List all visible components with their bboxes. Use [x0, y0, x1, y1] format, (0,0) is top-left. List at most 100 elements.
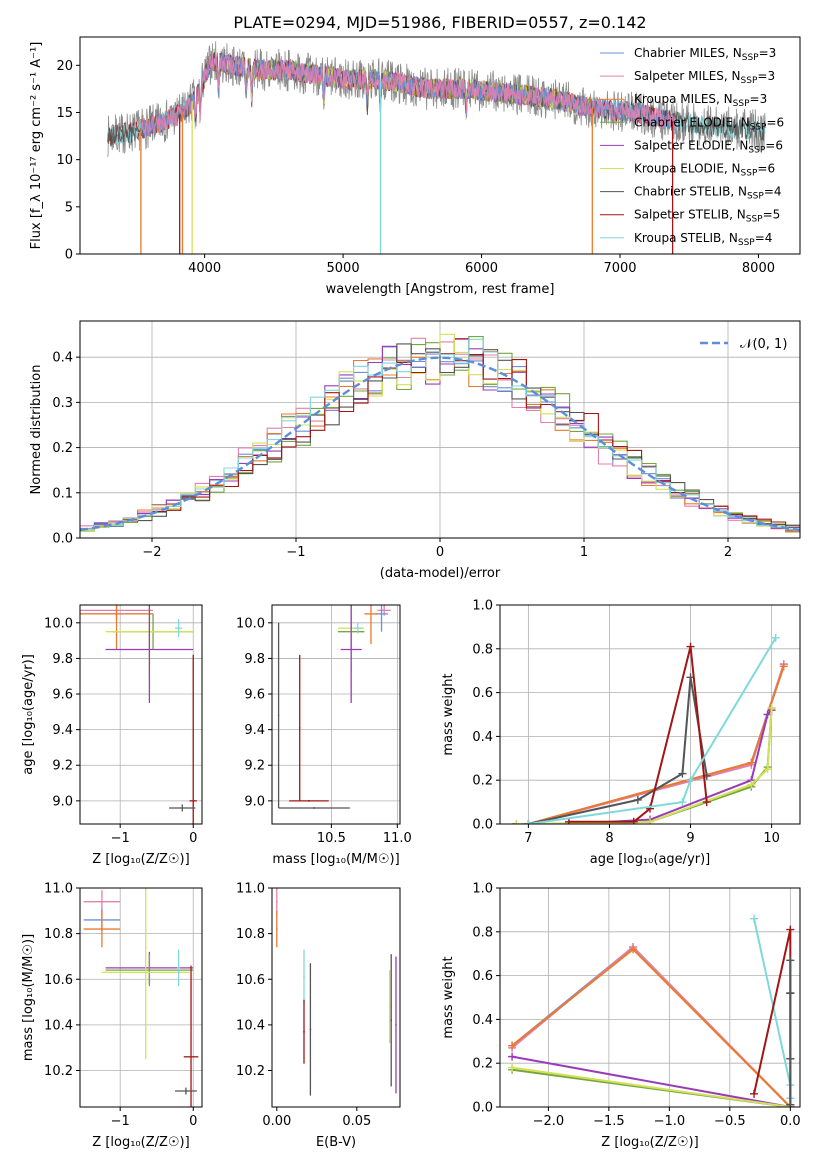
x-axis-label: wavelength [Angstrom, rest frame] [326, 282, 555, 297]
data-point [508, 1063, 517, 1072]
x-tick-label: 8000 [742, 261, 775, 276]
y-tick-label: 10 [56, 153, 73, 168]
x-tick-label: 5000 [327, 261, 360, 276]
series-line [511, 945, 792, 1107]
y-tick-label: 1.0 [472, 882, 493, 897]
panel-mass_weight_vs_age: 7 8 9 10 0.0 0.2 0.4 0.6 0.8 1.0 age [log₁₀(age/yr… [441, 599, 801, 867]
panel-age_vs_mass: 10.5 11.0 9.0 9.2 9.4 9.6 9.8 10.0 mass [log₁₀(M… [236, 604, 412, 867]
y-tick-label: 10.6 [44, 973, 73, 988]
data-point [508, 1041, 517, 1050]
x-tick-label: 7 [524, 831, 532, 846]
data-point [763, 765, 772, 774]
data-point [508, 1052, 517, 1061]
y-tick-label: 0 [65, 248, 73, 263]
data-point [786, 925, 795, 934]
panel-mass_vs_EBV: 0.00 0.05 10.2 10.4 10.6 10.8 11.0 E(B-V) [236, 882, 401, 1150]
y-tick-label: 9.0 [244, 794, 265, 809]
series-line [511, 945, 792, 1107]
y-tick-label: 0.8 [472, 642, 493, 657]
errorbar-point [340, 605, 362, 703]
data-point [786, 1054, 795, 1063]
data-point [686, 776, 695, 785]
legend-entry: Salpeter MILES, NSSP=3 [634, 69, 775, 86]
y-tick-label: 0.3 [52, 396, 73, 411]
data-point [750, 914, 759, 923]
errorbar-point [105, 954, 194, 987]
legend-entry: Kroupa ELODIE, NSSP=6 [634, 162, 775, 179]
data-point [747, 758, 756, 767]
plot-area-mass_vs_Z [83, 888, 199, 1107]
errorbar-point [278, 807, 350, 809]
y-tick-label: 11.0 [236, 882, 265, 897]
legend-entry: Chabrier STELIB, NSSP=4 [634, 185, 782, 202]
model-spectrum [140, 52, 676, 137]
errorbar-point [303, 999, 305, 1064]
data-point [786, 956, 795, 965]
legend-count: =6 [766, 115, 784, 129]
y-tick-label: 0.4 [52, 351, 73, 366]
errorbar-point [353, 622, 362, 634]
legend-count: =5 [763, 208, 781, 222]
x-tick-label: 2 [724, 545, 732, 560]
x-tick-label: −0.5 [714, 1114, 746, 1129]
y-axis-label: mass weight [441, 956, 456, 1038]
legend-label: Salpeter MILES, N [634, 69, 741, 83]
y-tick-label: 10.0 [236, 616, 265, 631]
data-point [678, 769, 687, 778]
legend-label: Kroupa STELIB, N [634, 231, 738, 245]
y-axis-label: Flux [f_λ 10⁻¹⁷ erg cm⁻² s⁻¹ A⁻¹] [29, 42, 44, 250]
errorbar-point [277, 622, 280, 808]
x-tick-label: 1 [580, 545, 588, 560]
grid-age_vs_Z [80, 605, 202, 824]
x-tick-label: 0 [436, 545, 444, 560]
axes-frame [79, 320, 801, 539]
legend-label: Chabrier STELIB, N [634, 185, 747, 199]
errorbar-point [80, 605, 154, 650]
panel-mass_weight_vs_Z: −2.0 −1.5 −1.0 −0.5 0.0 0.0 0.2 0.4 0.6 0.8 1.0 Z [… [441, 882, 801, 1151]
errorbar-point [390, 954, 392, 1087]
series-line [516, 707, 773, 824]
data-point [750, 1089, 759, 1098]
x-tick-label: 11.0 [383, 831, 412, 846]
legend-subscript: SSP [733, 99, 750, 109]
legend-subscript: SSP [738, 238, 755, 248]
model-spectrum [140, 51, 676, 138]
axes-frame [79, 36, 801, 255]
y-tick-label: 0.6 [472, 686, 493, 701]
x-tick-label: −1 [111, 831, 130, 846]
errorbar-point [364, 605, 378, 645]
data-point [629, 817, 638, 824]
legend-label: Salpeter ELODIE, N [634, 138, 748, 152]
legend-subscript: SSP [746, 215, 763, 225]
data-point [767, 703, 776, 712]
x-tick-label: 10.5 [317, 831, 346, 846]
legend-entry: Kroupa MILES, NSSP=3 [634, 92, 767, 109]
legend-subscript: SSP [741, 76, 758, 86]
y-tick-label: 10.4 [44, 1018, 73, 1033]
y-tick-label: 0.0 [52, 532, 73, 547]
axes-frame [271, 604, 401, 825]
series-line [753, 929, 792, 1105]
figure-title: PLATE=0294, MJD=51986, FIBERID=0557, z=0… [233, 13, 646, 32]
y-tick-label: 0.6 [472, 969, 493, 984]
errorbar-point [299, 654, 301, 801]
legend-count: =6 [757, 162, 775, 176]
errorbar-point [276, 910, 278, 948]
plot-area-mass_weight_vs_Z [508, 914, 795, 1107]
data-point [786, 1100, 795, 1107]
normal-curve [80, 356, 800, 532]
x-tick-label: −1 [111, 1114, 130, 1129]
plot-area-residuals [80, 333, 800, 533]
data-point [646, 817, 654, 824]
y-tick-label: 10.6 [236, 973, 265, 988]
data-point [512, 820, 521, 824]
y-tick-label: 9.6 [244, 688, 265, 703]
panel-residuals: −2 −1 0 1 2 0.0 0.1 0.2 0.3 0.4 (data-model)/error… [29, 320, 801, 581]
y-axis-label: mass weight [441, 673, 456, 755]
legend-subscript: SSP [750, 122, 767, 132]
legend-label: 𝒩(0, 1) [740, 337, 787, 352]
legend-subscript: SSP [742, 53, 759, 63]
data-point [686, 642, 695, 651]
y-tick-label: 0.0 [472, 818, 493, 833]
